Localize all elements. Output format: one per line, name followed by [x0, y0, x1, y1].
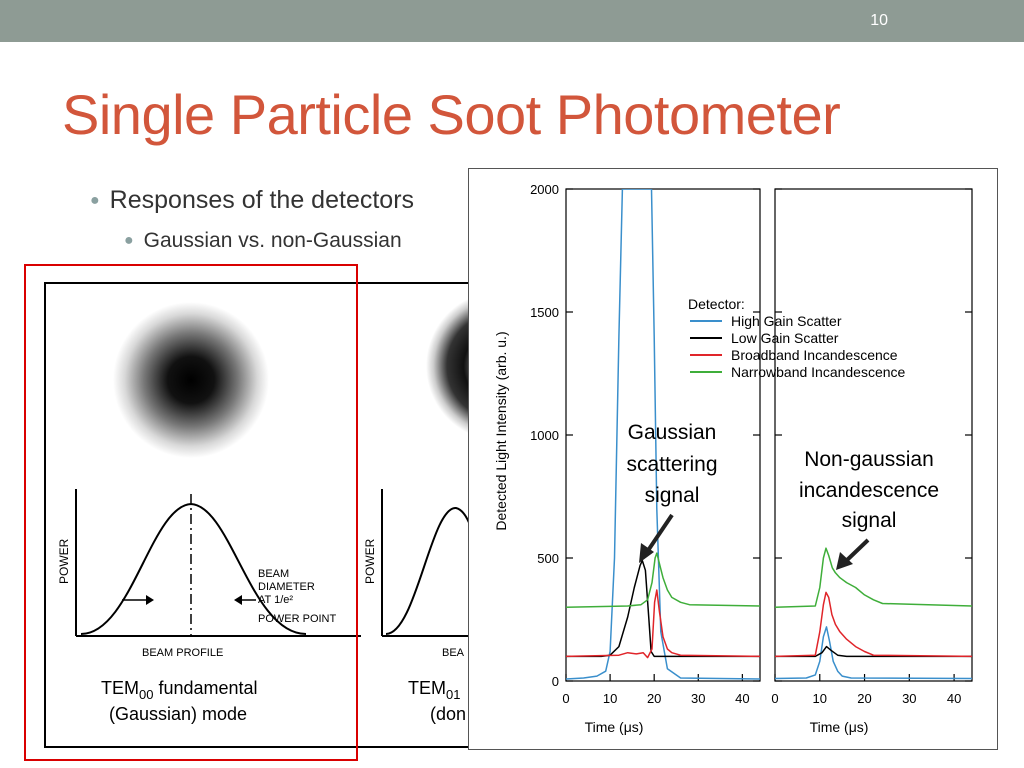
y-tick-label: 1000 — [530, 428, 559, 443]
annotation-gaussian-line3: signal — [645, 484, 700, 507]
bullet-dot-icon: ● — [124, 232, 134, 250]
series-line-low-gain-scatter — [775, 645, 972, 658]
x-tick-label: 30 — [902, 691, 916, 706]
x-tick-label: 40 — [735, 691, 749, 706]
series-line-low-gain-scatter — [566, 559, 760, 658]
chart-axes: 0 500 1000 1500 2000 0 10 20 30 40 0 10 20 30 40 — [530, 182, 973, 706]
annotation-non-gaussian-arrow-icon — [836, 552, 853, 570]
x-tick-label: 30 — [691, 691, 705, 706]
arrow-left-icon — [234, 595, 242, 605]
x-tick-label: 10 — [603, 691, 617, 706]
mode2-caption-line2: (don — [430, 704, 466, 724]
beam-diameter-line4: POWER POINT — [258, 613, 337, 625]
legend-title: Detector: — [688, 296, 745, 312]
top-bar: 10 — [0, 0, 1024, 42]
series-line-high-gain-scatter — [775, 626, 972, 680]
mode1-beam-profile-label: BEAM PROFILE — [142, 647, 223, 659]
series-line-high-gain-scatter — [566, 189, 760, 680]
legend-entry: High Gain Scatter — [731, 313, 842, 329]
series-line-narrowband-incandescence — [566, 552, 760, 608]
mode1-tem-subscript: 00 — [139, 687, 153, 702]
y-tick-label: 500 — [537, 551, 559, 566]
bullet-dot-icon: ● — [90, 192, 100, 210]
arrow-right-icon — [146, 595, 154, 605]
mode2-tem-prefix: TEM — [408, 678, 446, 698]
mode1-caption-line2: (Gaussian) mode — [109, 704, 247, 724]
y-axis-label: Detected Light Intensity (arb. u.) — [493, 331, 509, 530]
chart-series-lines — [566, 189, 972, 680]
detector-response-chart: 0 500 1000 1500 2000 0 10 20 30 40 0 10 20 30 40 Detec… — [493, 182, 973, 735]
annotation-non-gaussian-line2: incandescence — [799, 479, 939, 502]
bullet-level2-text: Gaussian vs. non-Gaussian — [143, 229, 402, 252]
mode1-power-label: POWER — [57, 538, 71, 584]
x-tick-label: 20 — [647, 691, 661, 706]
series-line-narrowband-incandescence — [775, 547, 972, 608]
annotation-non-gaussian-line1: Non-gaussian — [804, 448, 934, 471]
bullet-level1-text: Responses of the detectors — [109, 186, 415, 214]
x-tick-label: 10 — [813, 691, 827, 706]
y-tick-label: 0 — [552, 674, 559, 689]
bullet-level2: ● Gaussian vs. non-Gaussian — [124, 229, 402, 253]
x-tick-label: 0 — [562, 691, 569, 706]
series-line-broadband-incandescence — [775, 591, 972, 658]
mode2-caption-line1: TEM01 — [408, 678, 460, 702]
annotation-non-gaussian: Non-gaussian incandescence signal — [799, 448, 939, 570]
beam-diameter-line3: AT 1/e² — [258, 594, 293, 606]
legend-entry: Broadband Incandescence — [731, 347, 898, 363]
annotation-gaussian-line1: Gaussian — [628, 421, 717, 444]
annotation-non-gaussian-line3: signal — [842, 509, 897, 532]
legend-entry: Narrowband Incandescence — [731, 364, 906, 380]
annotation-non-gaussian-arrow-shaft — [843, 538, 870, 564]
slide-title: Single Particle Soot Photometer — [62, 83, 841, 146]
mode2-tem-subscript: 01 — [446, 687, 460, 702]
x-axis-label-right: Time (μs) — [810, 719, 869, 735]
mode1-tem-prefix: TEM — [101, 678, 139, 698]
chart-panel-frame — [774, 188, 973, 682]
gaussian-highlight-box — [24, 264, 358, 761]
mode2-power-label: POWER — [363, 538, 377, 584]
beam-diameter-line1: BEAM — [258, 568, 289, 580]
annotation-gaussian: Gaussian scattering signal — [626, 421, 718, 563]
bullet-level1: ● Responses of the detectors — [90, 186, 414, 215]
series-line-broadband-incandescence — [566, 589, 760, 659]
y-tick-label: 1500 — [530, 305, 559, 320]
x-axis-label-left: Time (μs) — [585, 719, 644, 735]
x-tick-label: 0 — [771, 691, 778, 706]
mode2-beam-profile-label: BEA — [442, 647, 465, 659]
gaussian-beam-spot — [113, 302, 269, 458]
x-tick-label: 20 — [857, 691, 871, 706]
slide-number: 10 — [870, 12, 888, 29]
annotation-gaussian-arrow-icon — [639, 543, 654, 563]
annotation-gaussian-arrow-shaft — [645, 513, 674, 554]
y-tick-label: 2000 — [530, 182, 559, 197]
detector-response-figure: 0 500 1000 1500 2000 0 10 20 30 40 0 10 20 30 40 Detec… — [468, 168, 998, 750]
legend-entry: Low Gain Scatter — [731, 330, 839, 346]
annotation-gaussian-line2: scattering — [626, 453, 717, 476]
mode1-caption-line1: TEM00 fundamental — [101, 678, 258, 702]
x-tick-label: 40 — [947, 691, 961, 706]
beam-diameter-line2: DIAMETER — [258, 581, 315, 593]
mode1-tem-suffix: fundamental — [153, 678, 257, 698]
